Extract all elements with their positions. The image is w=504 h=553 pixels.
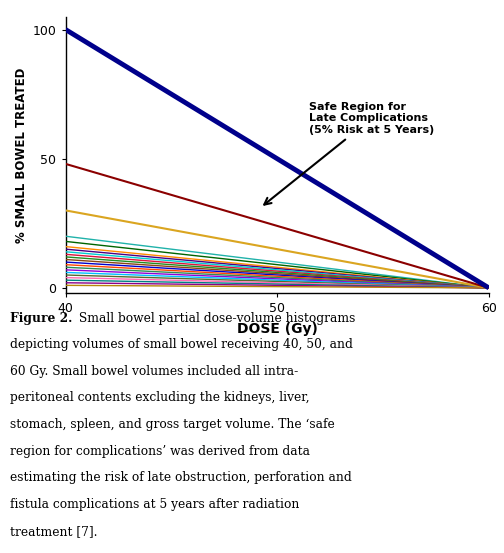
Text: region for complications’ was derived from data: region for complications’ was derived fr… (10, 445, 310, 458)
Text: fistula complications at 5 years after radiation: fistula complications at 5 years after r… (10, 498, 299, 511)
Text: depicting volumes of small bowel receiving 40, 50, and: depicting volumes of small bowel receivi… (10, 338, 353, 351)
Text: Safe Region for
Late Complications
(5% Risk at 5 Years): Safe Region for Late Complications (5% R… (264, 102, 434, 205)
Text: 60 Gy. Small bowel volumes included all intra-: 60 Gy. Small bowel volumes included all … (10, 365, 298, 378)
Y-axis label: % SMALL BOWEL TREATED: % SMALL BOWEL TREATED (16, 67, 28, 243)
Text: Figure 2.: Figure 2. (10, 312, 73, 325)
Text: stomach, spleen, and gross target volume. The ‘safe: stomach, spleen, and gross target volume… (10, 418, 335, 431)
Text: Small bowel partial dose-volume histograms: Small bowel partial dose-volume histogra… (75, 312, 355, 325)
Text: treatment [7].: treatment [7]. (10, 525, 98, 538)
Text: estimating the risk of late obstruction, perforation and: estimating the risk of late obstruction,… (10, 471, 352, 484)
Text: peritoneal contents excluding the kidneys, liver,: peritoneal contents excluding the kidney… (10, 392, 309, 404)
X-axis label: DOSE (Gy): DOSE (Gy) (237, 322, 318, 336)
